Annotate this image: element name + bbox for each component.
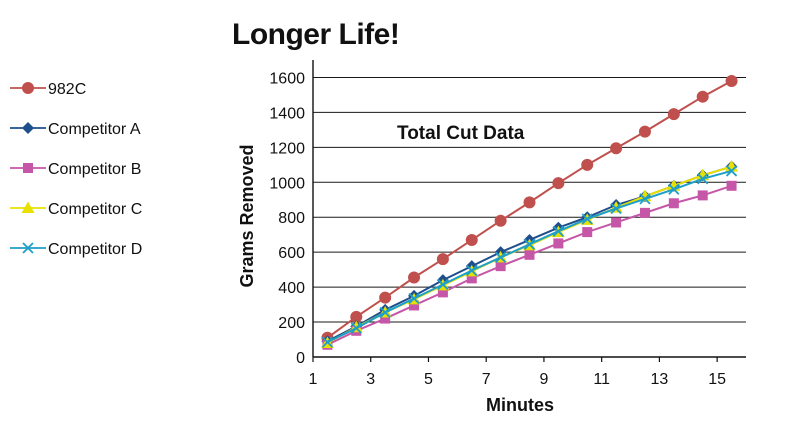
legend-label: 982C [48,81,86,98]
data-point-982c [610,142,623,155]
x-tick-label: 13 [651,371,669,388]
data-point-competitor-b [639,207,650,218]
x-tick-label: 5 [424,371,433,388]
y-tick-label: 800 [278,210,305,227]
y-tick-label: 1400 [269,105,305,122]
data-point-982c [436,253,449,266]
data-point-982c [465,233,478,246]
data-point-competitor-d [668,183,680,195]
chart-title: Longer Life! [232,18,399,51]
legend-marker [23,163,33,173]
legend-marker [22,82,34,94]
legend-item-competitor-d: Competitor D [10,241,142,258]
data-point-competitor-b [524,249,535,260]
legend-label: Competitor C [48,201,142,218]
y-tick-label: 1200 [269,140,305,157]
data-point-982c [379,291,392,304]
data-point-competitor-b [726,180,737,191]
data-point-982c [667,108,680,121]
data-point-982c [408,271,421,284]
y-tick-label: 1600 [269,70,305,87]
legend-marker [21,201,35,213]
legend-item-competitor-c: Competitor C [10,201,142,218]
series-competitor-d [321,165,738,348]
data-point-competitor-d [408,292,420,305]
data-point-competitor-b [409,300,420,311]
data-point-982c [696,90,709,103]
data-point-competitor-d [437,278,449,291]
legend-marker [22,242,34,254]
data-point-competitor-b [668,198,679,209]
legend-label: Competitor B [48,161,141,178]
legend-item-competitor-a: Competitor A [10,121,141,138]
x-tick-label: 11 [593,371,610,388]
series-982c [321,74,738,344]
x-axis-label: Minutes [486,395,554,415]
x-tick-label: 7 [482,371,491,388]
legend-item-competitor-b: Competitor B [10,161,141,178]
data-point-competitor-d [552,225,565,237]
data-point-competitor-b [380,313,391,324]
legend: 982C Competitor A Competitor B Competitor C… [10,81,142,258]
data-point-competitor-d [379,306,391,319]
axes [312,60,746,358]
data-point-competitor-d [725,165,738,177]
data-point-982c [523,196,536,209]
y-axis-label: Grams Removed [237,144,257,287]
data-point-competitor-b [466,273,477,284]
data-point-competitor-d [466,264,478,277]
data-point-competitor-b [697,190,708,201]
data-point-competitor-d [321,336,334,348]
legend-marker [22,122,34,134]
chart-annotation: Total Cut Data [397,123,525,144]
data-point-competitor-b [495,261,506,272]
data-point-competitor-d [494,251,507,264]
data-point-competitor-d [610,202,622,215]
data-point-competitor-b [553,238,564,249]
data-point-982c [581,158,594,171]
legend-label: Competitor A [48,121,141,138]
y-tick-label: 0 [296,350,305,367]
data-point-982c [552,177,565,190]
x-tick-label: 9 [539,371,548,388]
data-point-competitor-d [350,322,362,334]
data-point-competitor-b [582,227,593,238]
y-tick-label: 600 [278,245,305,262]
x-axis-ticks: 1 3 5 7 9 11 13 15 [309,357,726,388]
legend-item-982c: 982C [10,81,86,98]
series-layer [320,74,739,350]
y-tick-label: 1000 [269,175,305,192]
data-point-competitor-d [581,213,593,225]
data-point-competitor-d [697,173,709,185]
x-tick-label: 1 [309,371,318,388]
data-point-competitor-d [639,193,651,205]
y-axis-ticks: 0 200 400 600 800 1000 1200 1400 1600 [269,70,305,367]
y-tick-label: 400 [278,280,305,297]
x-tick-label: 3 [366,371,375,388]
data-point-competitor-b [611,217,622,228]
data-point-982c [725,74,738,87]
data-point-competitor-b [437,287,448,298]
data-point-982c [638,125,651,138]
y-tick-label: 200 [278,315,305,332]
data-point-competitor-d [523,238,536,250]
legend-label: Competitor D [48,241,142,258]
data-point-982c [494,214,507,227]
x-tick-label: 15 [708,371,726,388]
